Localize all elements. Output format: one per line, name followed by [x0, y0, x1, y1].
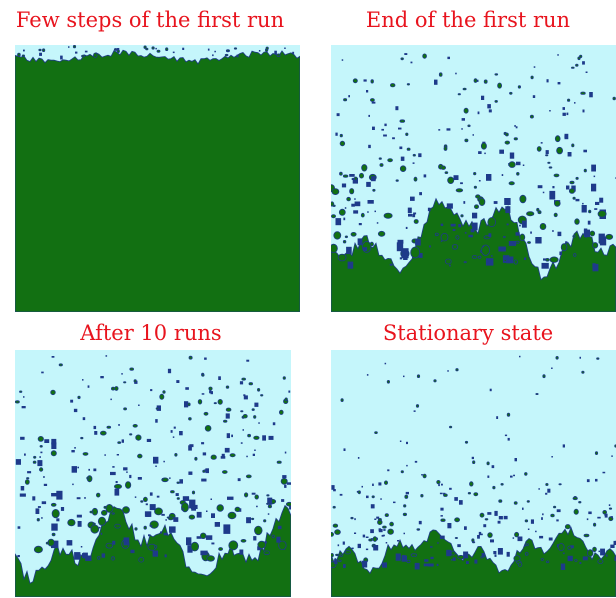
panel-stationary: [331, 350, 616, 597]
panel-few-steps-image: [15, 45, 300, 312]
panel-end-first: [331, 45, 616, 312]
panel-few-steps: [15, 45, 300, 312]
panel-after-10-image: [15, 350, 291, 597]
panel-title-end-first: End of the first run: [365, 8, 571, 32]
panel-stationary-image: [331, 350, 616, 597]
panel-title-stationary: Stationary state: [382, 321, 554, 345]
panel-end-first-image: [331, 45, 616, 312]
panel-title-after-10: After 10 runs: [80, 321, 222, 345]
panel-title-few-steps: Few steps of the first run: [15, 8, 285, 32]
panel-after-10: [15, 350, 291, 597]
